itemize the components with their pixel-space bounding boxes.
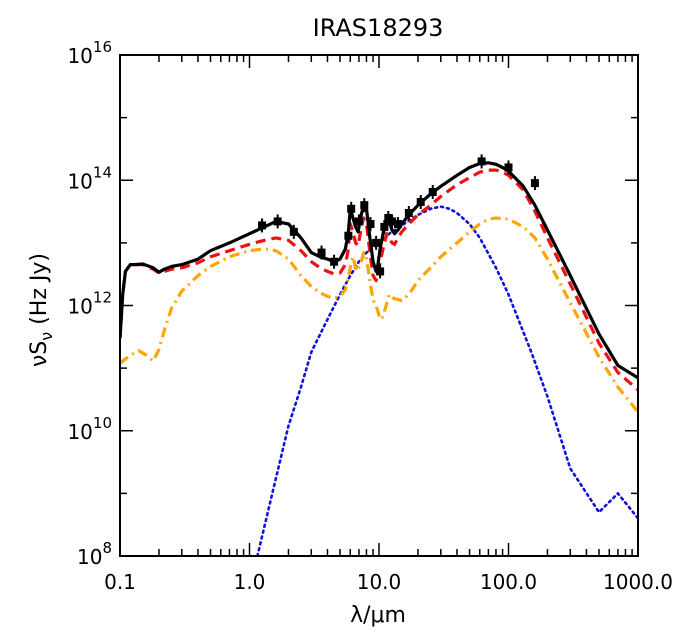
observation-point <box>289 224 298 239</box>
y-axis-tick-labels: 108 1010 1012 1014 1016 <box>67 38 112 569</box>
observation-point <box>376 264 385 279</box>
observation-point <box>428 184 437 199</box>
y-axis-label: νSν (Hz Jy) <box>27 253 56 367</box>
x-tick-label: 1000.0 <box>603 570 673 594</box>
axis-ticks <box>119 54 639 557</box>
x-tick-label: 100.0 <box>480 570 537 594</box>
x-axis-tick-labels: 0.1 1.0 10.0 100.0 1000.0 <box>104 570 673 594</box>
observation-point <box>404 205 413 220</box>
y-tick-label: 1010 <box>67 414 112 444</box>
y-tick-label: 1012 <box>67 289 112 319</box>
observation-point <box>372 235 381 250</box>
series-line-orange-dashdot <box>120 216 638 413</box>
x-tick-label: 10.0 <box>357 570 402 594</box>
observation-point <box>354 214 363 229</box>
observation-point <box>416 194 425 209</box>
observation-point <box>317 245 326 260</box>
observation-point <box>380 219 389 234</box>
series-line-blue-dotted <box>256 205 638 556</box>
plot-area <box>120 154 638 556</box>
observation-point <box>366 217 375 232</box>
observation-point <box>393 217 402 232</box>
x-axis-label: λ/μm <box>350 603 406 628</box>
observation-point <box>477 154 486 169</box>
observation-point <box>360 198 369 213</box>
x-tick-label: 1.0 <box>234 570 266 594</box>
observation-point <box>504 160 513 175</box>
plot-frame <box>119 54 639 557</box>
y-tick-label: 108 <box>77 539 112 569</box>
y-tick-label: 1016 <box>67 38 112 68</box>
observation-point <box>530 176 539 191</box>
chart-title: IRAS18293 <box>313 14 444 42</box>
observation-point <box>258 218 267 233</box>
observation-point <box>347 201 356 216</box>
y-tick-label: 1014 <box>67 163 112 193</box>
series-line-red-dashed <box>120 168 638 392</box>
observation-point <box>330 254 339 269</box>
observation-point <box>387 214 396 229</box>
observation-point <box>344 228 353 243</box>
observation-point <box>273 214 282 229</box>
x-tick-label: 0.1 <box>104 570 136 594</box>
